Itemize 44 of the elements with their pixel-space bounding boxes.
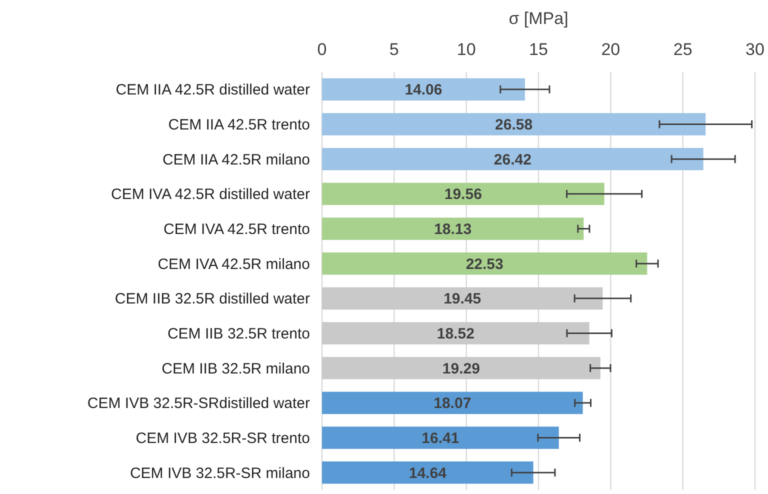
y-tick-label: CEM IVA 42.5R distilled water <box>111 186 310 204</box>
bar <box>322 148 704 170</box>
x-tick-label: 5 <box>389 40 399 59</box>
bar <box>322 426 559 449</box>
bar <box>322 182 604 206</box>
data-label: 26.58 <box>495 116 533 134</box>
data-label: 16.41 <box>422 430 460 447</box>
bar <box>322 78 525 101</box>
x-tick-label: 15 <box>529 40 548 59</box>
data-label: 14.06 <box>404 82 442 99</box>
data-label: 19.45 <box>444 290 482 308</box>
x-tick-label: 0 <box>317 40 327 59</box>
bar <box>322 322 590 344</box>
data-label: 14.64 <box>408 464 448 482</box>
data-label: 18.07 <box>434 395 472 412</box>
x-tick-label: 20 <box>601 40 620 59</box>
data-label: 19.56 <box>444 186 482 204</box>
y-tick-label: CEM IIA 42.5R distilled water <box>116 82 310 99</box>
y-tick-label: CEM IIB 32.5R milano <box>162 360 310 378</box>
bar <box>322 356 600 380</box>
data-label: 18.13 <box>434 221 472 238</box>
data-label: 26.42 <box>494 151 532 168</box>
y-tick-label: CEM IVA 42.5R milano <box>158 256 310 273</box>
bar <box>322 252 648 275</box>
x-tick-label: 30 <box>746 40 764 59</box>
bar <box>322 461 534 484</box>
x-tick-label: 10 <box>456 40 476 59</box>
y-tick-label: CEM IIA 42.5R trento <box>168 116 310 134</box>
y-tick-label: CEM IVB 32.5R-SR milano <box>130 464 310 482</box>
data-label: 19.29 <box>442 360 480 378</box>
y-tick-label: CEM IIA 42.5R milano <box>162 151 310 168</box>
bar <box>322 392 583 414</box>
bar <box>322 218 584 240</box>
x-axis-title: σ [MPa] <box>508 9 568 28</box>
data-label: 18.52 <box>436 326 474 342</box>
y-tick-label: CEM IVB 32.5R-SRdistilled water <box>87 395 310 412</box>
y-tick-label: CEM IIB 32.5R distilled water <box>114 290 310 308</box>
y-tick-label: CEM IVB 32.5R-SR trento <box>136 430 310 447</box>
data-label: 22.53 <box>466 256 504 273</box>
y-tick-label: CEM IVA 42.5R trento <box>164 221 310 238</box>
bar <box>322 287 603 310</box>
bar <box>322 113 706 136</box>
y-tick-label: CEM IIB 32.5R trento <box>167 326 310 342</box>
x-tick-label: 25 <box>673 40 692 59</box>
